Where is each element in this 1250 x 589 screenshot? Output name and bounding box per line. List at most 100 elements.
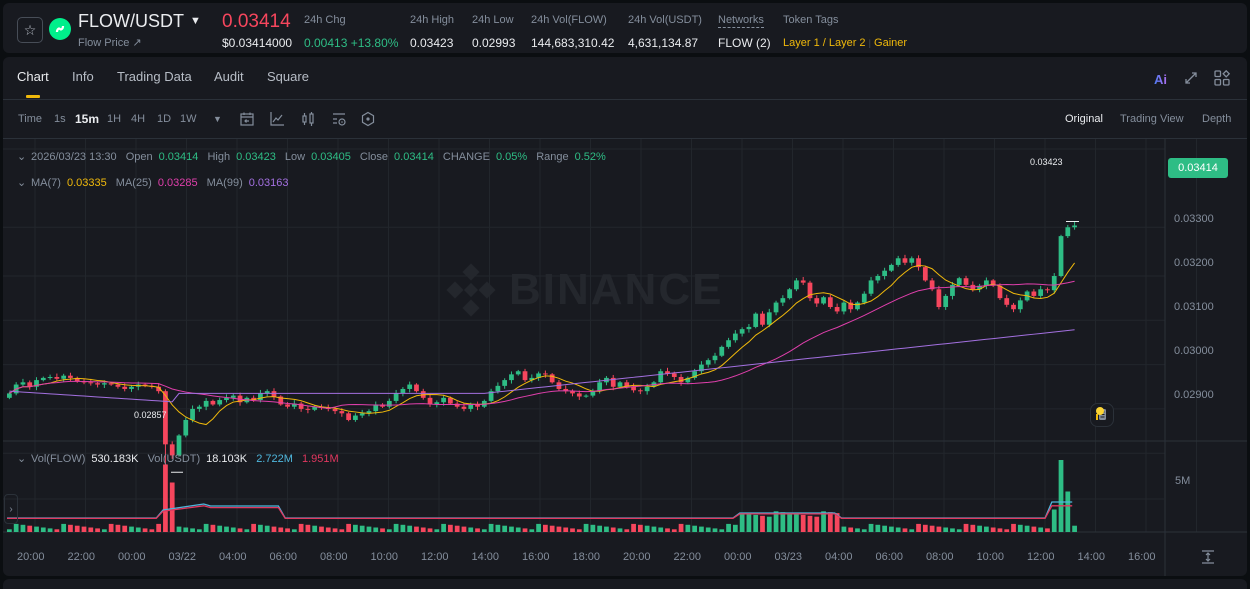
interval-1s[interactable]: 1s	[54, 113, 66, 125]
calendar-goto-icon[interactable]	[239, 111, 255, 127]
low-marker: 0.02857	[134, 410, 167, 420]
time-axis-label: 08:00	[320, 551, 348, 563]
tab-audit[interactable]: Audit	[214, 69, 244, 84]
legend-ma25: 0.03285	[157, 177, 198, 189]
collapse-chevron-icon[interactable]: ⌄	[17, 151, 27, 163]
legend-range: 0.52%	[574, 151, 606, 163]
last-price: 0.03414	[222, 11, 291, 32]
stat-value-24h-low: 0.02993	[472, 36, 516, 50]
tag-layer[interactable]: Layer 1 / Layer 2	[783, 37, 866, 49]
tab-info[interactable]: Info	[72, 69, 94, 84]
price-axis-label: 0.03100	[1174, 301, 1214, 313]
tab-trading-data[interactable]: Trading Data	[117, 69, 192, 84]
chart-settings-icon[interactable]	[331, 111, 347, 127]
stat-value-24h-chg: 0.00413 +13.80%	[304, 36, 399, 50]
tab-bar: Chart Info Trading Data Audit Square Ai	[3, 57, 1247, 100]
stat-label-24h-low: 24h Low	[472, 14, 514, 26]
time-axis-label: 06:00	[875, 551, 904, 563]
active-tab-indicator	[26, 95, 40, 98]
time-axis-label: 14:00	[1077, 551, 1106, 563]
time-axis-label: 04:00	[219, 551, 247, 563]
ai-button[interactable]: Ai	[1154, 72, 1167, 87]
price-axis-label: 0.03000	[1174, 345, 1214, 357]
time-axis-label: 03/23	[774, 551, 803, 563]
layout-grid-icon[interactable]	[1214, 70, 1230, 86]
expand-icon[interactable]	[1184, 71, 1198, 85]
price-axis-label: 0.02900	[1174, 389, 1214, 401]
flow-coin-icon	[49, 18, 71, 40]
collapse-chevron-icon[interactable]: ⌄	[17, 177, 27, 189]
time-axis-label: 12:00	[1027, 551, 1055, 563]
view-original[interactable]: Original	[1065, 113, 1103, 125]
stat-label-24h-vol-usdt: 24h Vol(USDT)	[628, 14, 702, 26]
interval-4h[interactable]: 4H	[131, 113, 146, 125]
more-intervals-dropdown-icon[interactable]: ▼	[213, 114, 222, 124]
view-depth[interactable]: Depth	[1202, 113, 1232, 125]
stat-label-24h-vol-flow: 24h Vol(FLOW)	[531, 14, 607, 26]
chevron-down-icon: ▼	[190, 15, 201, 27]
legend-vol-flow: 530.183K	[91, 453, 139, 465]
price-axis-label: 0.03300	[1174, 213, 1214, 225]
time-axis-label: 14:00	[471, 551, 500, 563]
legend-ma99: 0.03163	[248, 177, 289, 189]
time-axis-label: 20:00	[623, 551, 651, 563]
chart-toolbar: Time 1s 15m 1H 4H 1D 1W ▼ Original Tradi…	[3, 100, 1247, 139]
ma-legend: ⌄ MA(7) 0.03335 MA(25) 0.03285 MA(99) 0.0316…	[17, 177, 289, 189]
interval-15m[interactable]: 15m	[75, 112, 100, 126]
token-tags-label: Token Tags	[783, 14, 839, 26]
ohlc-legend: ⌄ 2026/03/23 13:30 Open 0.03414 High 0.0342…	[17, 151, 606, 163]
price-axis-label: 0.03200	[1174, 257, 1214, 269]
time-axis-label: 00:00	[118, 551, 146, 563]
tab-square[interactable]: Square	[267, 69, 309, 84]
chart-panel: Chart Info Trading Data Audit Square Ai …	[3, 57, 1247, 576]
favorite-star-icon[interactable]: ☆	[17, 17, 43, 43]
time-label: Time	[18, 113, 43, 125]
legend-vol-ma2: 1.951M	[301, 453, 339, 465]
time-axis-label: 20:00	[17, 551, 45, 563]
volume-axis-label: 5M	[1175, 475, 1191, 487]
usd-price: $0.03414000	[222, 36, 293, 50]
current-price-tag: 0.03414	[1168, 158, 1228, 178]
interval-1d[interactable]: 1D	[157, 113, 172, 125]
time-axis-label: 16:00	[522, 551, 550, 563]
interval-1w[interactable]: 1W	[180, 113, 197, 125]
time-axis-label: 10:00	[976, 551, 1005, 563]
stat-label-24h-high: 24h High	[410, 14, 455, 26]
indicator-chart-icon[interactable]	[269, 111, 285, 127]
candlestick-chart[interactable]	[3, 139, 1247, 576]
flow-price-link[interactable]: Flow Price ↗	[78, 37, 142, 49]
legend-low: 0.03405	[311, 151, 351, 163]
stat-label-24h-chg: 24h Chg	[304, 14, 346, 26]
ticker-header: ☆ FLOW/USDT ▼ Flow Price ↗ 0.03414 $0.034…	[3, 3, 1247, 53]
volume-legend: ⌄ Vol(FLOW) 530.183K Vol(USDT) 18.103K 2.72…	[17, 453, 339, 465]
tab-chart[interactable]: Chart	[17, 69, 49, 84]
pair-selector[interactable]: FLOW/USDT ▼	[78, 11, 201, 31]
legend-vol-usdt: 18.103K	[206, 453, 248, 465]
auto-scale-icon[interactable]	[1201, 550, 1215, 564]
view-trading-view[interactable]: Trading View	[1120, 113, 1184, 125]
time-axis-label: 03/22	[168, 551, 197, 563]
news-notification-dot	[1096, 407, 1104, 415]
interval-1h[interactable]: 1H	[107, 113, 122, 125]
networks-label[interactable]: Networks	[718, 14, 764, 28]
time-axis-label: 22:00	[673, 551, 702, 563]
time-axis-label: 10:00	[370, 551, 399, 563]
tag-gainer[interactable]: Gainer	[874, 37, 908, 49]
time-axis-label: 04:00	[825, 551, 853, 563]
token-tags: Layer 1 / Layer 2 | Gainer	[783, 37, 908, 49]
time-axis-label: 00:00	[724, 551, 752, 563]
hexagon-settings-icon[interactable]	[360, 111, 376, 127]
bottom-panel-edge	[3, 579, 1247, 589]
time-axis-label: 16:00	[1128, 551, 1156, 563]
collapse-chevron-icon[interactable]: ⌄	[17, 453, 27, 465]
stat-value-24h-vol-flow: 144,683,310.42	[531, 36, 615, 50]
time-axis-label: 06:00	[269, 551, 298, 563]
time-axis-label: 12:00	[421, 551, 449, 563]
legend-ma7: 0.03335	[66, 177, 107, 189]
stat-value-24h-vol-usdt: 4,631,134.87	[628, 36, 699, 50]
time-axis-label: 22:00	[67, 551, 96, 563]
networks-value: FLOW (2)	[718, 36, 771, 50]
time-axis-label: 08:00	[926, 551, 954, 563]
candle-type-icon[interactable]	[300, 111, 316, 127]
scroll-left-button[interactable]: ›	[4, 494, 18, 524]
